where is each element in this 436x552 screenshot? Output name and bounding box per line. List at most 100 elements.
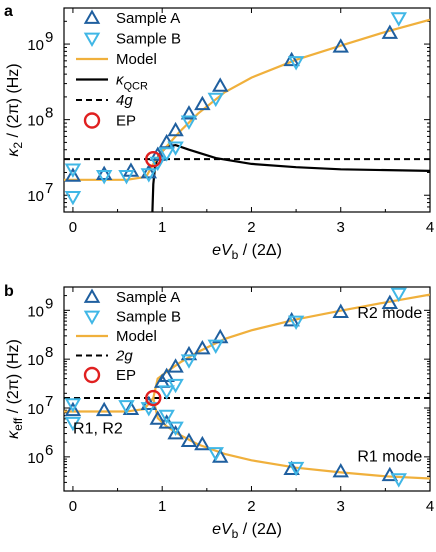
sample-a-point	[194, 340, 211, 355]
legend-marker-sample-b	[83, 310, 101, 326]
ep-marker	[145, 150, 162, 168]
legend-label-main: Sample A	[116, 10, 180, 27]
sample-a-point	[180, 432, 198, 447]
sample-b-point	[167, 421, 184, 436]
x-tick-label: 3	[337, 498, 345, 515]
x-label-rest: / (2Δ)	[238, 521, 282, 538]
legend-entry: Sample B	[83, 309, 181, 326]
sample-b-point	[390, 287, 407, 303]
y-tick-exponent: 8	[45, 105, 53, 122]
y-label-rest: / (2π) (Hz)	[5, 339, 22, 418]
legend-label: Model	[116, 51, 157, 68]
y-axis-label: κeff / (2π) (Hz)	[5, 339, 25, 439]
sample-a-point	[381, 24, 399, 39]
sample-a-point	[332, 303, 349, 318]
y-tick-exponent: 7	[45, 180, 53, 197]
y-tick-label: 10	[27, 188, 44, 205]
sample-a-point	[149, 146, 166, 161]
sample-a-point	[332, 38, 349, 53]
y-tick-label: 10	[27, 401, 44, 418]
legend-marker-ep	[83, 366, 101, 384]
y-label-main: κ	[5, 148, 22, 157]
sample-b-point	[118, 400, 135, 415]
sample-a-point	[95, 165, 113, 181]
sample-a-point	[381, 294, 399, 310]
legend-marker-sample-a	[83, 9, 101, 24]
sample-a-point	[332, 463, 349, 478]
legend-marker-sample-b	[83, 32, 101, 48]
legend-entry: Sample B	[83, 31, 181, 48]
legend-label-main: 4g	[116, 92, 133, 109]
sample-b-point	[95, 170, 113, 185]
plot-area	[64, 12, 430, 212]
y-tick-exponent: 8	[45, 344, 53, 361]
legend-label-main: Model	[116, 51, 157, 68]
legend-label: κQCR	[116, 72, 148, 93]
legend-label-sub: QCR	[124, 81, 149, 93]
x-tick-label: 0	[69, 498, 77, 515]
x-axis-label: eVb / (2Δ)	[212, 521, 282, 541]
y-label-rest: / (2π) (Hz)	[5, 63, 22, 142]
sample-b-point	[390, 12, 407, 27]
y-label-sub: eff	[11, 417, 25, 431]
legend-label: Sample A	[116, 289, 180, 306]
y-tick-label: 10	[27, 303, 44, 320]
legend-label: 4g	[116, 92, 133, 109]
sample-b-point	[158, 409, 175, 425]
sample-b-point	[207, 339, 224, 355]
sample-b-point	[118, 170, 135, 185]
legend-label: Sample B	[116, 309, 181, 326]
y-label-sub: 2	[11, 142, 25, 149]
sample-b-point	[180, 115, 198, 130]
x-tick-label: 4	[426, 498, 434, 515]
y-tick-exponent: 9	[45, 29, 53, 46]
legend-entry: Sample A	[83, 288, 180, 306]
legend-entry: 2g	[76, 348, 133, 365]
x-tick-label: 0	[69, 219, 77, 236]
sample-a-point	[211, 77, 229, 92]
x-tick-label: 3	[337, 219, 345, 236]
legend-label-main: κ	[116, 72, 125, 89]
panel-tag: a	[4, 3, 13, 20]
sample-b-point	[140, 168, 158, 183]
panel-tag: b	[4, 283, 14, 300]
legend-label: Sample B	[116, 31, 181, 48]
annotation: R1, R2	[73, 421, 123, 438]
legend-label: EP	[116, 113, 136, 130]
sample-a-point	[149, 410, 166, 425]
sample-b-point	[287, 315, 305, 331]
sample-b-point	[390, 473, 407, 488]
sample-b-point	[167, 141, 184, 156]
sample-a-point	[167, 358, 184, 373]
ep-marker	[145, 389, 162, 407]
sample-a-point	[167, 121, 184, 137]
sample-a-point	[158, 367, 175, 382]
y-tick-exponent: 7	[45, 393, 53, 410]
sample-a-point	[194, 95, 211, 111]
sample-b-point	[158, 385, 175, 400]
qcr-curve	[151, 143, 430, 212]
model-curve-lower	[64, 395, 430, 480]
sample-a-point	[180, 105, 198, 120]
x-label-main: eV	[212, 521, 233, 538]
sample-b-point	[64, 163, 82, 178]
annotation: R2 mode	[357, 305, 422, 322]
x-tick-label: 1	[158, 219, 166, 236]
sample-a-point	[180, 345, 198, 361]
y-axis-label: κ2 / (2π) (Hz)	[5, 63, 25, 156]
x-tick-label: 1	[158, 498, 166, 515]
sample-b-point	[207, 447, 224, 462]
sample-b-point	[287, 461, 305, 477]
legend-label: Sample A	[116, 10, 180, 27]
sample-b-point	[287, 56, 305, 71]
sample-b-point	[64, 398, 82, 413]
y-tick-label: 10	[27, 352, 44, 369]
sample-b-point	[180, 354, 198, 369]
sample-b-point	[158, 147, 175, 162]
legend-entry: Model	[76, 51, 157, 68]
y-tick-exponent: 6	[45, 442, 53, 459]
legend-entry: κQCR	[76, 72, 148, 93]
y-tick-label: 10	[27, 37, 44, 54]
